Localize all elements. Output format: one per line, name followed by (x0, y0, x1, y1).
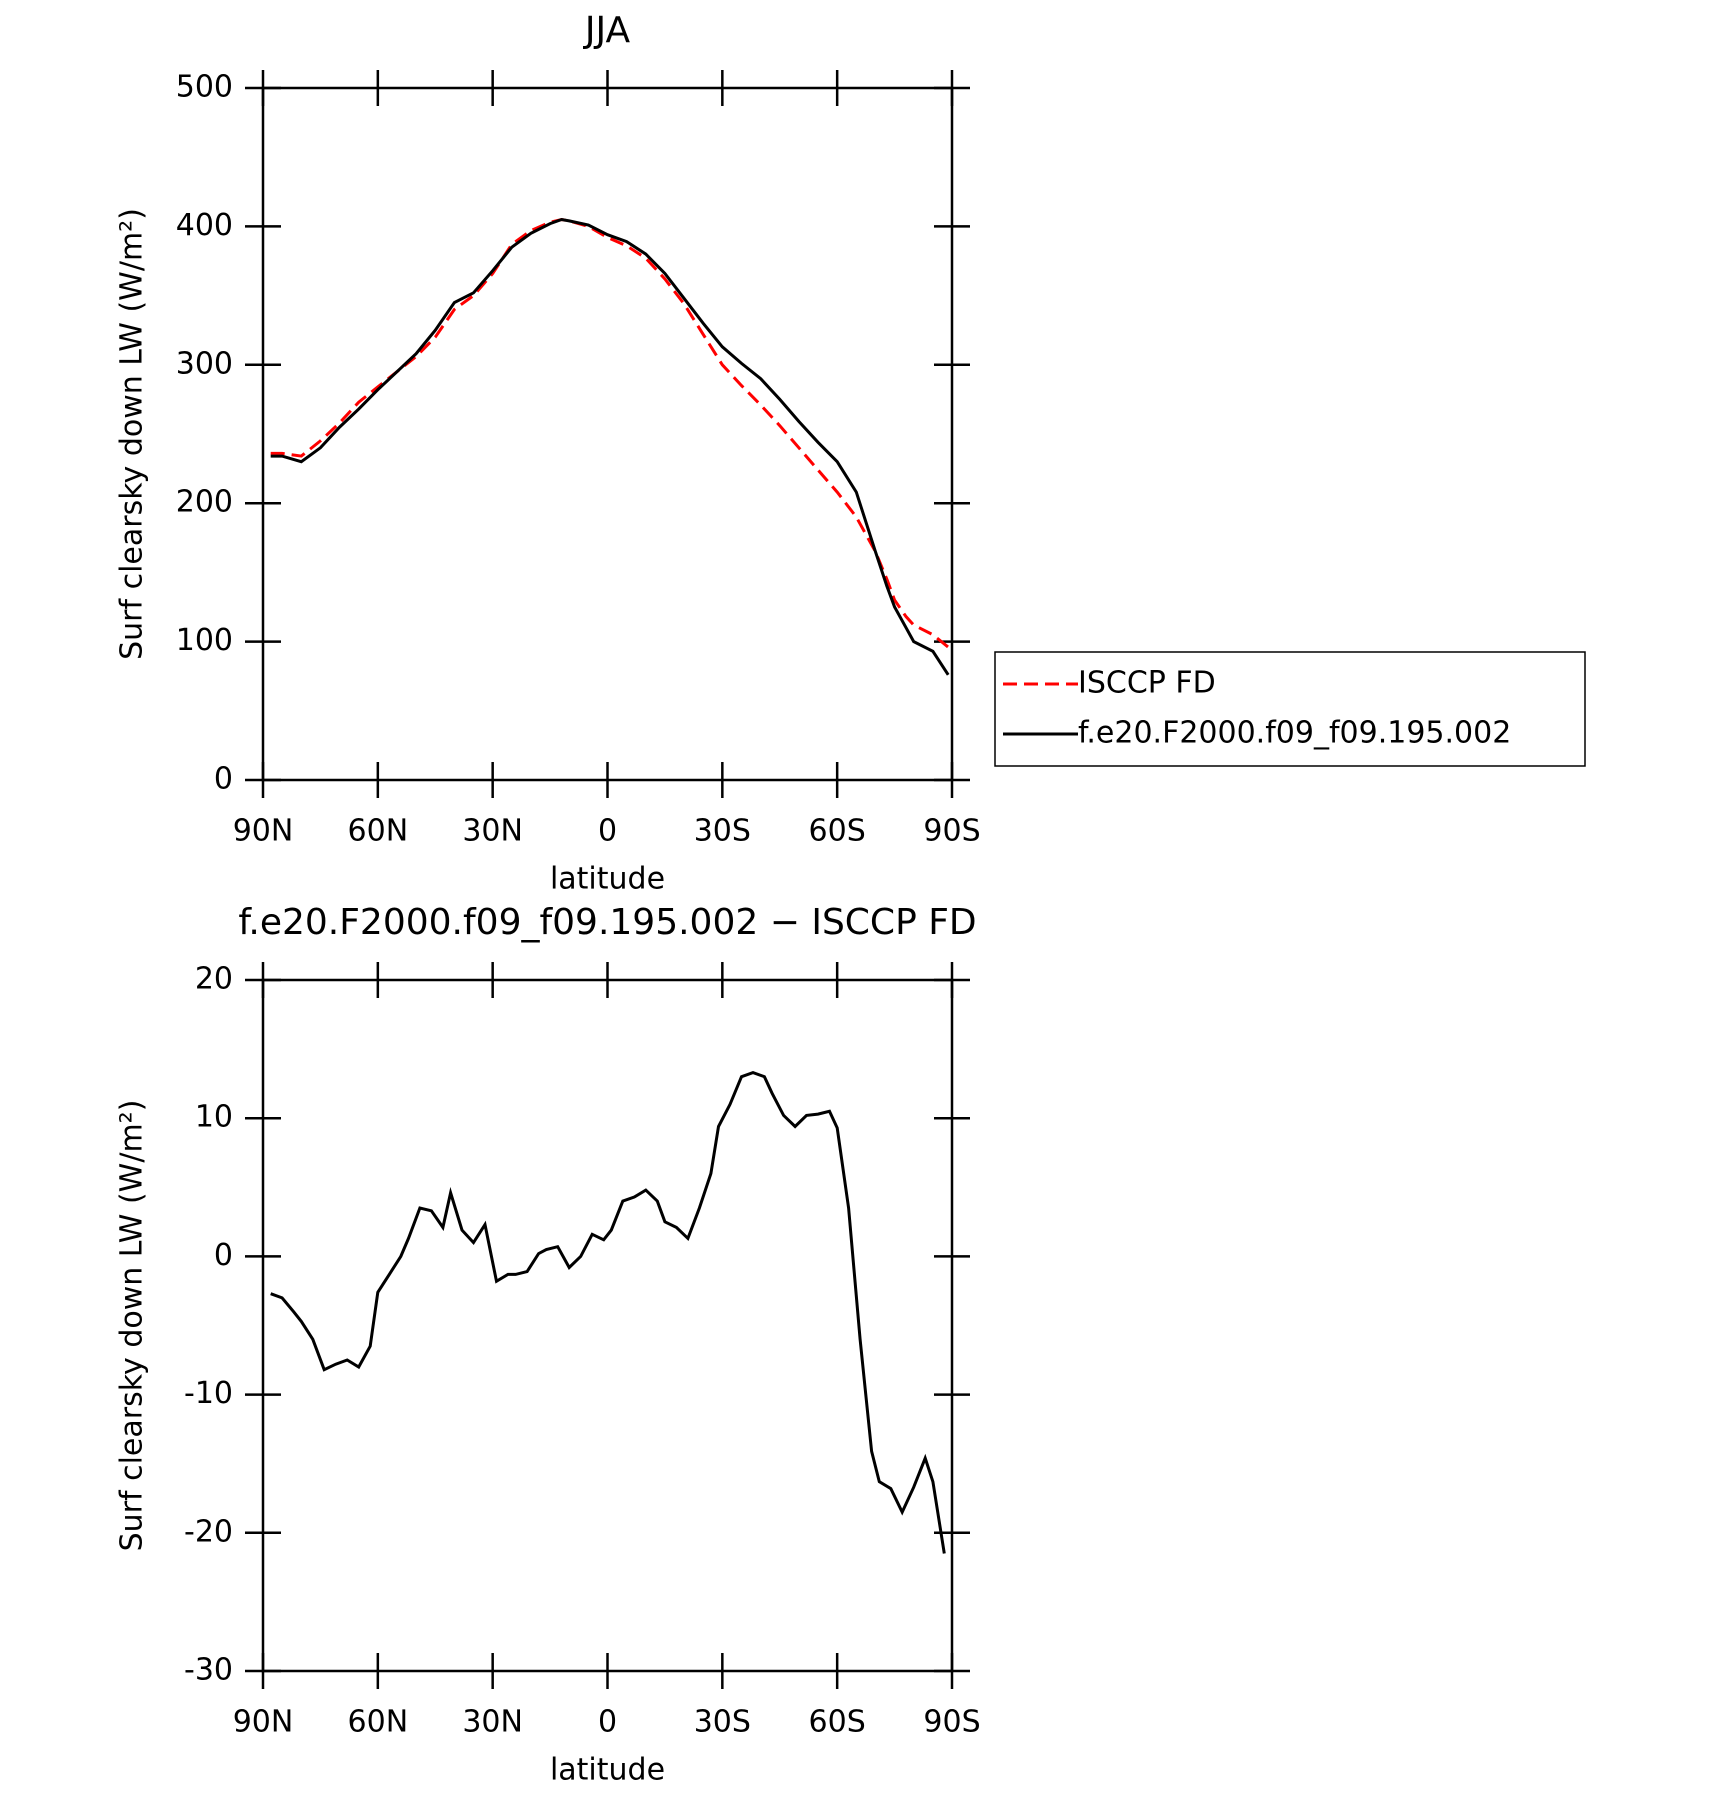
x-tick-label: 30N (462, 814, 523, 849)
x-tick-label: 60S (809, 814, 866, 849)
chart-title: f.e20.F2000.f09_f09.195.002 − ISCCP FD (238, 902, 976, 943)
plot-frame (261, 978, 954, 1673)
x-axis-label: latitude (550, 1753, 665, 1788)
y-tick-label: 500 (176, 70, 233, 105)
x-tick-label: 90N (233, 1705, 294, 1740)
legend-box (994, 651, 1586, 767)
plot-frame (261, 86, 954, 782)
y-tick-label: 300 (176, 346, 233, 381)
x-tick-label: 0 (598, 1705, 617, 1740)
y-tick-label: -30 (184, 1653, 233, 1688)
x-tick-label: 90S (923, 814, 980, 849)
y-tick-label: -20 (184, 1514, 233, 1549)
legend-label: ISCCP FD (1078, 666, 1216, 701)
series-line (270, 217, 950, 676)
x-tick-label: 60N (348, 1705, 409, 1740)
y-tick-label: 0 (214, 1238, 233, 1273)
x-axis-label: latitude (550, 862, 665, 897)
legend-label: f.e20.F2000.f09_f09.195.002 (1078, 716, 1511, 751)
y-tick-label: 20 (195, 962, 233, 997)
y-tick-label: 10 (195, 1100, 233, 1135)
series-line (270, 217, 950, 649)
x-tick-label: 30S (694, 814, 751, 849)
x-tick-label: 90N (233, 814, 294, 849)
y-axis-label: Surf clearsky down LW (W/m²) (115, 1100, 150, 1552)
x-tick-label: 60S (809, 1705, 866, 1740)
y-tick-label: 200 (176, 485, 233, 520)
chart-title: JJA (583, 10, 631, 51)
x-tick-label: 90S (923, 1705, 980, 1740)
y-tick-label: 100 (176, 623, 233, 658)
x-tick-label: 30N (462, 1705, 523, 1740)
series-line (270, 1071, 946, 1554)
x-tick-label: 30S (694, 1705, 751, 1740)
x-tick-label: 0 (598, 814, 617, 849)
y-tick-label: 400 (176, 208, 233, 243)
y-tick-label: -10 (184, 1376, 233, 1411)
x-tick-label: 60N (348, 814, 409, 849)
y-axis-label: Surf clearsky down LW (W/m²) (115, 208, 150, 660)
y-tick-label: 0 (214, 762, 233, 797)
